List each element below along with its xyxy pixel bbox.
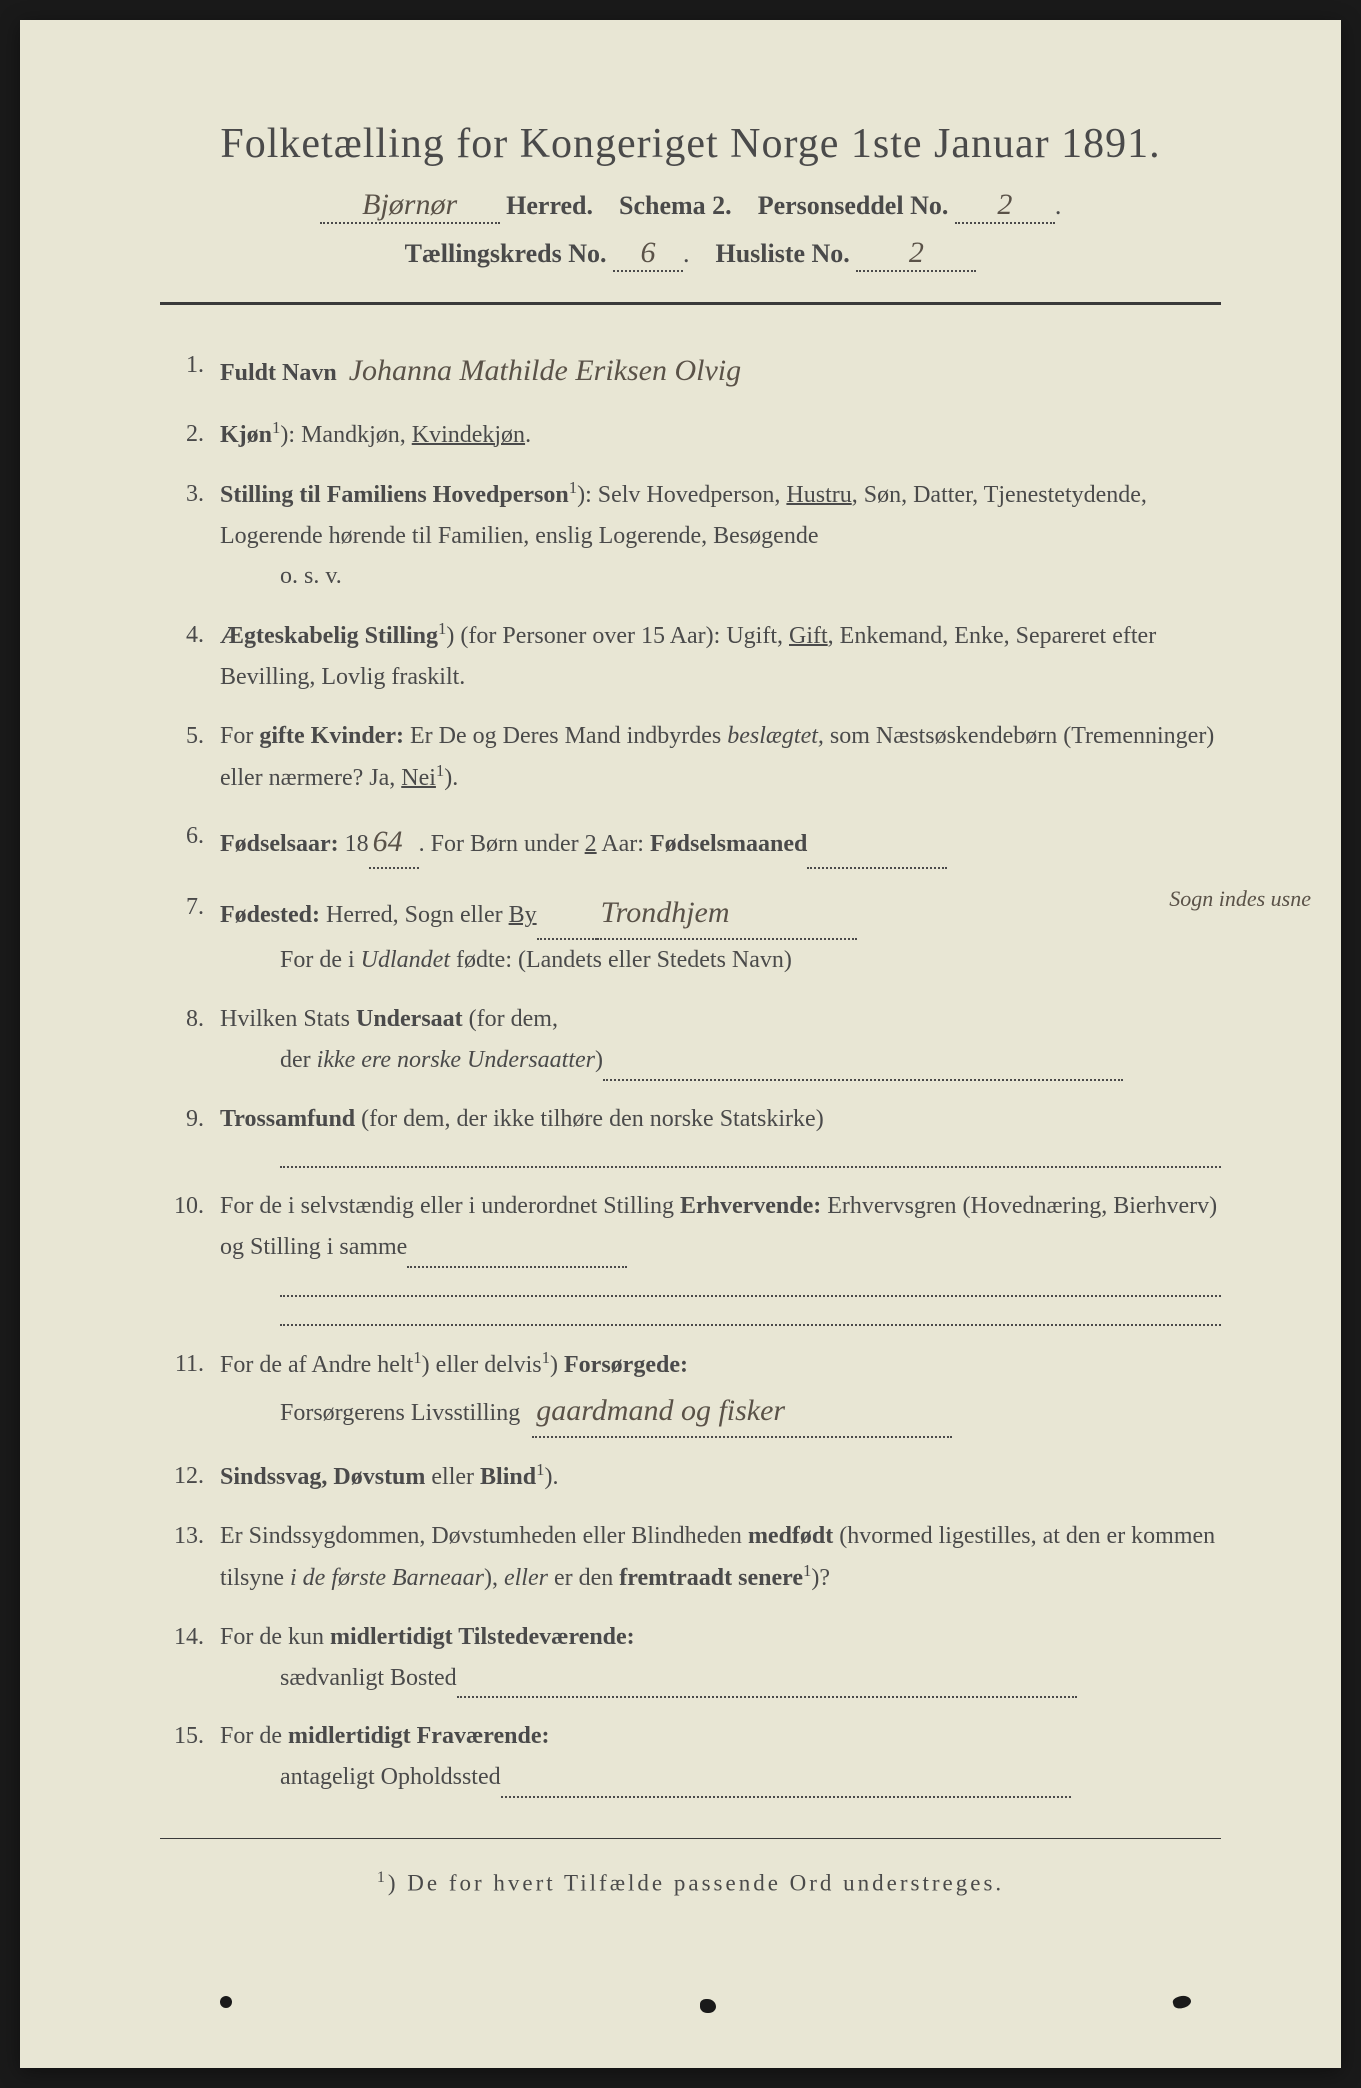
selected-hustru: Hustru: [786, 482, 851, 508]
field-3-relation: 3. Stilling til Familiens Hovedperson1):…: [160, 474, 1221, 597]
margin-note: Sogn indes usne: [1169, 887, 1311, 911]
field-6-birthyear: 6. Fødselsaar: 1864. For Børn under 2 Aa…: [160, 816, 1221, 869]
value-birthplace: Trondhjem: [597, 887, 857, 940]
form-fields-list: 1. Fuldt Navn Johanna Mathilde Eriksen O…: [160, 345, 1221, 1798]
label-forsorgede: Forsørgede:: [564, 1352, 688, 1378]
label-erhvervende: Erhvervende:: [680, 1193, 821, 1219]
label-fodested: Fødested:: [220, 902, 320, 928]
header-line-2: Tællingskreds No. 6. Husliste No. 2: [160, 236, 1221, 272]
kreds-no: 6: [613, 236, 683, 272]
field-11-supported: 11. For de af Andre helt1) eller delvis1…: [160, 1344, 1221, 1439]
personseddel-label: Personseddel No.: [758, 191, 949, 220]
field-7-birthplace: 7. Fødested: Herred, Sogn eller ByTrondh…: [160, 887, 1221, 981]
header-line-1: Bjørnør Herred. Schema 2. Personseddel N…: [160, 188, 1221, 224]
field-12-disability: 12. Sindssvag, Døvstum eller Blind1).: [160, 1456, 1221, 1498]
selected-nei: Nei: [401, 765, 436, 791]
header-rule: [160, 302, 1221, 305]
selected-gift: Gift: [789, 623, 828, 649]
label-sindssvag: Sindssvag, Døvstum: [220, 1464, 425, 1490]
label-fuldt-navn: Fuldt Navn: [220, 360, 337, 386]
field-1-name: 1. Fuldt Navn Johanna Mathilde Eriksen O…: [160, 345, 1221, 396]
label-aegteskab: Ægteskabelig Stilling: [220, 623, 438, 649]
footnote: 1) De for hvert Tilfælde passende Ord un…: [160, 1869, 1221, 1897]
label-fodselsmaaned: Fødselsmaaned: [650, 831, 807, 857]
label-trossamfund: Trossamfund: [220, 1106, 355, 1132]
field-8-citizenship: 8. Hvilken Stats Undersaat (for dem, der…: [160, 999, 1221, 1081]
field-9-religion: 9. Trossamfund (for dem, der ikke tilhør…: [160, 1099, 1221, 1169]
label-fravaerende: midlertidigt Fraværende:: [288, 1723, 550, 1749]
field-10-occupation: 10. For de i selvstændig eller i underor…: [160, 1186, 1221, 1325]
field-15-temporary-absent: 15. For de midlertidigt Fraværende: anta…: [160, 1716, 1221, 1798]
husliste-label: Husliste No.: [715, 239, 849, 268]
personseddel-no: 2: [955, 188, 1055, 224]
field-14-temporary-present: 14. For de kun midlertidigt Tilstedevære…: [160, 1617, 1221, 1699]
field-13-congenital: 13. Er Sindssygdommen, Døvstumheden elle…: [160, 1516, 1221, 1599]
label-tilstedevaerende: midlertidigt Tilstedeværende:: [330, 1624, 635, 1650]
form-header: Folketælling for Kongeriget Norge 1ste J…: [160, 120, 1221, 272]
husliste-no: 2: [856, 236, 976, 272]
value-supporter: gaardmand og fisker: [532, 1385, 952, 1438]
census-form-page: Folketælling for Kongeriget Norge 1ste J…: [20, 20, 1341, 2068]
field-5-related: 5. For gifte Kvinder: Er De og Deres Man…: [160, 716, 1221, 799]
field-4-marital: 4. Ægteskabelig Stilling1) (for Personer…: [160, 615, 1221, 698]
kreds-label: Tællingskreds No.: [405, 239, 607, 268]
selected-kvindekjon: Kvindekjøn: [412, 422, 525, 448]
form-title: Folketælling for Kongeriget Norge 1ste J…: [160, 120, 1221, 168]
schema-label: Schema 2.: [619, 191, 732, 220]
field-2-sex: 2. Kjøn1): Mandkjøn, Kvindekjøn.: [160, 414, 1221, 456]
value-birthyear: 64: [369, 816, 419, 869]
label-stilling: Stilling til Familiens Hovedperson: [220, 482, 569, 508]
ink-spot-icon: [1172, 1994, 1192, 2010]
label-undersaat: Undersaat: [356, 1006, 463, 1032]
ink-spot-icon: [700, 1999, 716, 2013]
label-kjon: Kjøn: [220, 422, 272, 448]
label-gifte-kvinder: gifte Kvinder:: [259, 723, 404, 749]
label-medfodt: medfødt: [748, 1523, 833, 1549]
ink-spot-icon: [220, 1996, 232, 2008]
herred-value: Bjørnør: [320, 188, 500, 224]
footer-rule: [160, 1838, 1221, 1839]
herred-label: Herred.: [506, 191, 593, 220]
label-fodselsaar: Fødselsaar:: [220, 831, 339, 857]
value-name: Johanna Mathilde Eriksen Olvig: [349, 354, 741, 387]
